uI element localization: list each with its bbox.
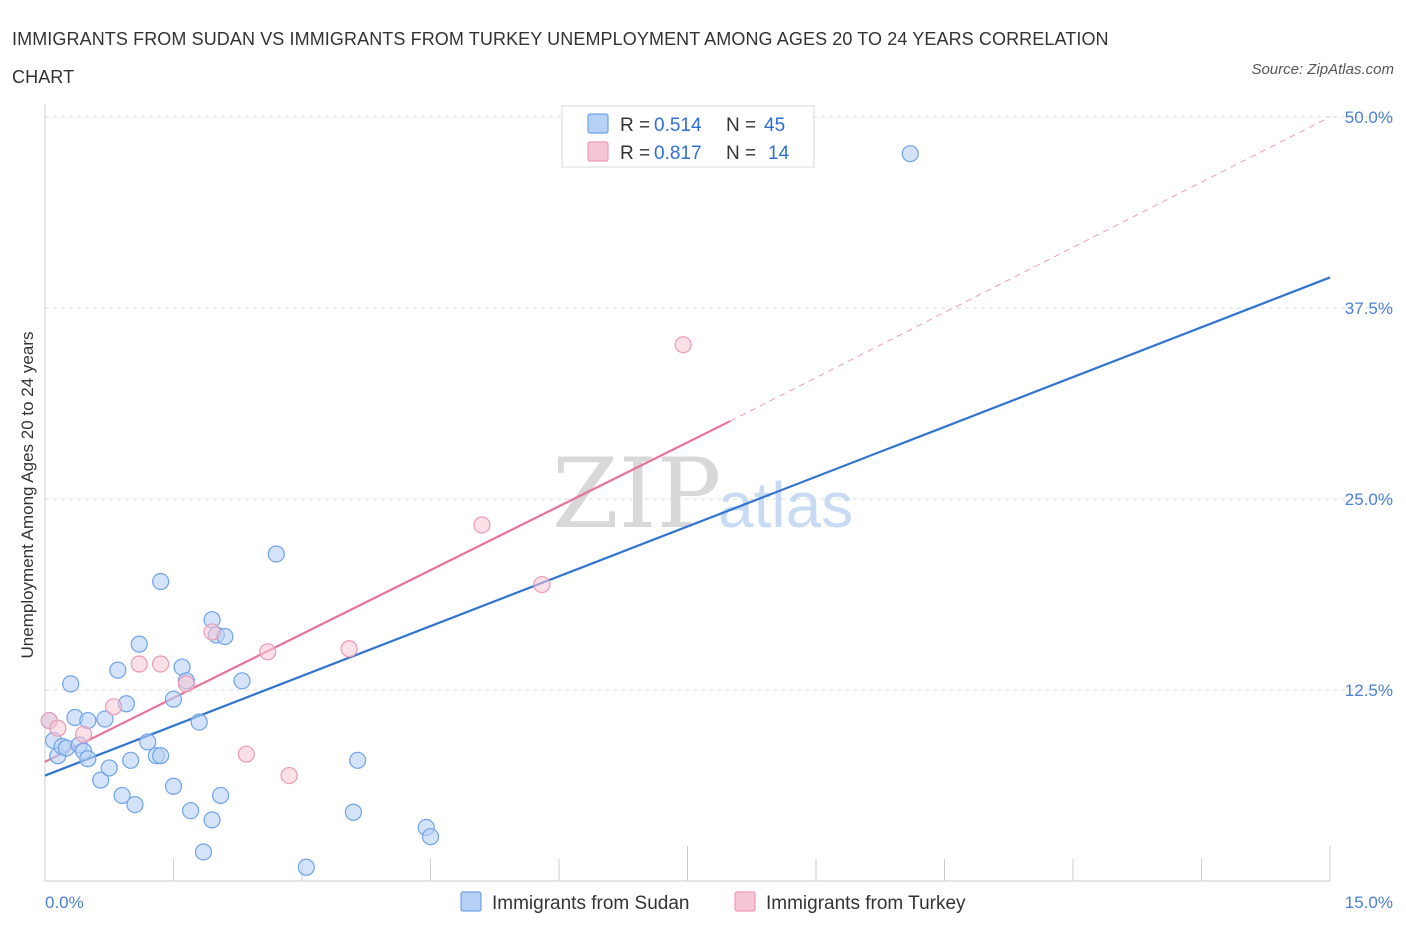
sudan-point-37 <box>267 545 285 563</box>
sudan-point-39 <box>344 803 362 821</box>
axes <box>44 104 1331 882</box>
trend-line-turkey <box>44 420 731 763</box>
turkey-point-10 <box>280 766 298 785</box>
watermark-atlas: atlas <box>718 469 853 541</box>
trend-line-turkey-extension <box>730 116 1331 422</box>
chart-title: IMMIGRANTS FROM SUDAN VS IMMIGRANTS FROM… <box>12 29 1109 87</box>
watermark-zip: ZIP <box>552 438 721 550</box>
turkey-point-3 <box>104 698 123 716</box>
y-tick-label-0: 12.5% <box>1345 681 1393 700</box>
sudan-point-33 <box>212 786 230 805</box>
sudan-point-29 <box>190 713 208 731</box>
sudan-point-36 <box>233 672 251 690</box>
turkey-point-12 <box>473 516 491 534</box>
sudan-point-17 <box>122 751 140 769</box>
data-points <box>40 145 919 876</box>
legend-r-value-turkey: 0.817 <box>654 143 702 164</box>
legend-top: R = 0.514 N = 45 R = 0.817 N = 14 <box>561 105 815 168</box>
turkey-point-1 <box>49 719 67 737</box>
sudan-point-20 <box>139 733 157 751</box>
legend-n-value-sudan: 45 <box>764 115 785 136</box>
turkey-point-5 <box>152 655 170 673</box>
legend-r-label-sudan: R = <box>620 115 650 136</box>
turkey-point-6 <box>177 675 195 693</box>
legend-r-value-sudan: 0.514 <box>654 115 702 136</box>
sudan-point-15 <box>113 786 131 805</box>
sudan-point-22 <box>152 747 170 765</box>
source-credit: Source: ZipAtlas.com <box>1251 61 1394 78</box>
sudan-point-40 <box>349 751 367 769</box>
trend-line-sudan <box>44 276 1331 777</box>
sudan-point-23 <box>152 572 170 591</box>
y-tick-label-1: 25.0% <box>1345 490 1393 509</box>
legend-n-label-turkey: N = <box>726 143 756 164</box>
sudan-point-38 <box>297 858 315 876</box>
legend-swatch-turkey <box>587 141 609 162</box>
sudan-point-13 <box>100 759 118 777</box>
grid-lines <box>45 116 1393 691</box>
bottom-legend-label-turkey: Immigrants from Turkey <box>766 893 966 914</box>
turkey-point-9 <box>259 643 277 661</box>
turkey-point-8 <box>237 745 255 763</box>
sudan-point-18 <box>126 795 144 814</box>
legend-swatch-sudan <box>587 113 609 134</box>
legend-n-label-sudan: N = <box>726 115 756 136</box>
y-axis-title: Unemployment Among Ages 20 to 24 years <box>18 332 37 659</box>
turkey-point-13 <box>533 575 551 594</box>
bottom-legend-swatch-sudan <box>460 891 482 912</box>
sudan-point-28 <box>182 802 200 820</box>
bottom-legend-swatch-turkey <box>734 891 756 912</box>
sudan-point-43 <box>901 145 919 163</box>
turkey-point-2 <box>74 725 93 743</box>
sudan-point-19 <box>130 635 148 653</box>
turkey-point-14 <box>674 336 692 354</box>
y-tick-label-3: 50.0% <box>1345 108 1393 127</box>
sudan-point-24 <box>164 777 183 795</box>
sudan-point-10 <box>79 750 97 768</box>
legend-n-value-turkey: 14 <box>768 143 790 164</box>
turkey-point-4 <box>130 655 148 673</box>
y-tick-labels: 12.5% 25.0% 37.5% 50.0% <box>1345 108 1393 700</box>
sudan-point-31 <box>203 811 221 829</box>
sudan-point-30 <box>194 843 213 861</box>
sudan-point-14 <box>109 661 127 679</box>
legend-r-label-turkey: R = <box>620 143 650 164</box>
y-tick-label-2: 37.5% <box>1345 299 1393 318</box>
bottom-legend-label-sudan: Immigrants from Sudan <box>492 893 689 914</box>
x-tick-label-min: 0.0% <box>45 893 84 912</box>
legend-bottom: Immigrants from Sudan Immigrants from Tu… <box>460 891 966 914</box>
sudan-point-25 <box>164 690 183 708</box>
trend-lines <box>44 116 1331 777</box>
x-tick-label-max: 15.0% <box>1345 893 1393 912</box>
sudan-point-5 <box>62 675 80 693</box>
sudan-point-12 <box>96 710 114 728</box>
turkey-point-11 <box>340 640 358 658</box>
turkey-point-7 <box>203 623 221 641</box>
sudan-point-42 <box>421 828 440 846</box>
sudan-point-11 <box>92 771 110 789</box>
